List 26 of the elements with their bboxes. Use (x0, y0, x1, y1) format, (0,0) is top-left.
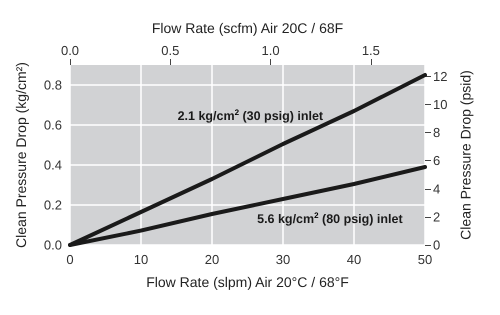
y2-tick-label: 8 (433, 125, 440, 140)
x2-tick-label: 1.5 (362, 43, 380, 58)
y2-tick-label: 4 (433, 181, 440, 196)
x-axis-title: Flow Rate (slpm) Air 20°C / 68°F (146, 274, 349, 290)
y-tick-label: 0.6 (44, 118, 62, 132)
x2-axis-title: Flow Rate (scfm) Air 20C / 68F (152, 20, 344, 36)
x2-tick-label: 0.5 (161, 43, 180, 58)
x2-tick-label: 1.0 (262, 43, 280, 58)
x-tick-label: 0 (66, 252, 74, 267)
y2-tick-label: 2 (433, 209, 440, 224)
x-tick-label: 20 (204, 252, 220, 267)
y-tick-label: 0.0 (44, 238, 62, 252)
y-tick-label: 0.8 (44, 78, 62, 92)
x-tick-label: 10 (134, 252, 148, 267)
y2-tick-label: 12 (433, 68, 448, 84)
x-tick-label: 50 (418, 252, 432, 267)
y-tick-label: 0.2 (44, 198, 62, 212)
y2-tick-label: 6 (433, 153, 440, 168)
y-tick-label: 0.4 (44, 158, 62, 172)
x-tick-label: 30 (276, 252, 290, 267)
x-tick-label: 40 (346, 252, 362, 267)
y2-axis-title: Clean Pressure Drop (psid) (457, 70, 474, 240)
y2-tick-label: 0 (433, 238, 440, 252)
y-axis-title: Clean Pressure Drop (kg/cm²) (13, 62, 29, 248)
x2-tick-label: 0.0 (60, 43, 80, 58)
y2-tick-label: 10 (433, 96, 448, 112)
